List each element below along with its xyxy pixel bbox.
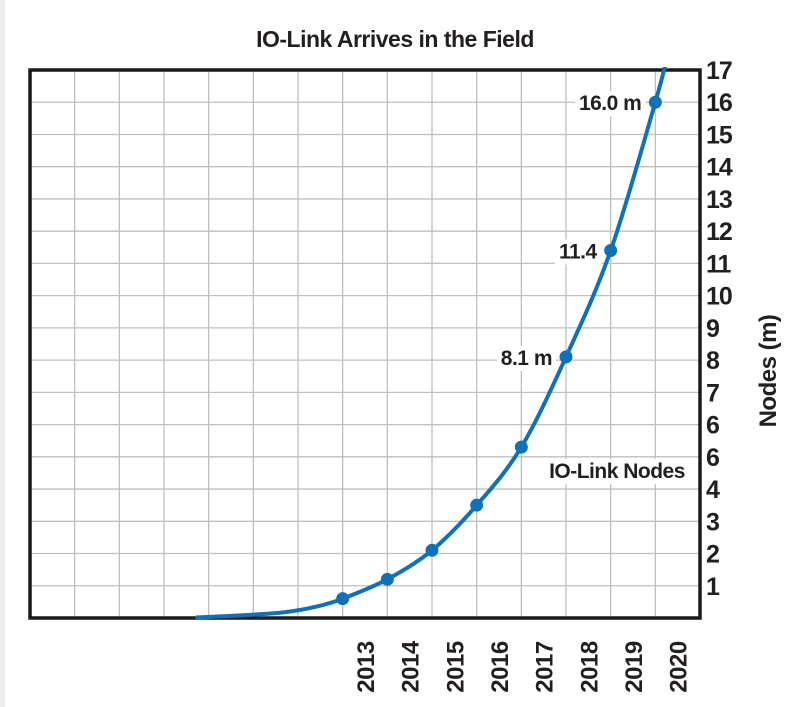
x-axis-tick-label: 2014	[398, 640, 425, 693]
y-axis-tick-label: 1	[706, 573, 720, 601]
point-label: 8.1 m	[501, 347, 552, 370]
y-axis-tick-label: 15	[706, 121, 733, 149]
plot-frame	[28, 68, 702, 620]
y-axis-tick-label: 10	[706, 283, 732, 311]
y-axis-tick-label: 12	[706, 218, 732, 246]
data-point-0	[336, 592, 350, 606]
data-point-6	[604, 244, 618, 258]
trend-curve	[195, 67, 667, 620]
data-point-7	[648, 95, 662, 109]
data-point-4	[514, 440, 528, 454]
x-axis-tick-label: 2015	[442, 641, 469, 693]
chart-title: IO-Link Arrives in the Field	[256, 26, 534, 52]
y-axis-tick-label: 3	[706, 508, 719, 536]
data-point-2	[425, 543, 439, 557]
y-axis-title: Nodes (m)	[755, 315, 782, 428]
left-edge-strip	[0, 0, 5, 707]
x-axis-tick-label: 2020	[666, 641, 693, 693]
y-axis-tick-label: 2	[706, 541, 719, 569]
y-axis-tick-label: 11	[706, 250, 732, 278]
y-axis-tick-label: 14	[706, 154, 733, 182]
y-axis-tick-label: 8	[706, 347, 720, 375]
data-point-3	[470, 498, 484, 512]
y-axis-tick-label: 7	[706, 379, 719, 407]
x-axis-tick-label: 2016	[487, 641, 514, 693]
x-axis-tick-label: 2018	[576, 641, 603, 693]
y-axis-tick-label: 9	[706, 315, 719, 343]
y-axis-tick-label: 6	[706, 444, 719, 472]
data-point-5	[559, 350, 573, 364]
point-label: 11.4	[559, 241, 598, 264]
data-point-1	[380, 572, 394, 586]
point-label-backing	[496, 345, 556, 371]
x-axis-tick-label: 2019	[621, 641, 648, 693]
y-axis-tick-label: 13	[706, 186, 732, 214]
point-label-backing	[574, 91, 646, 117]
y-axis-tick-label: 16	[706, 89, 732, 117]
x-axis-tick-label: 2013	[353, 641, 380, 693]
point-label-backing	[554, 239, 602, 265]
y-axis-tick-label: 17	[706, 57, 732, 85]
y-axis-tick-label: 6	[706, 412, 719, 440]
series-label-backing	[545, 459, 689, 484]
series-label: IO-Link Nodes	[549, 460, 685, 483]
y-axis-tick-label: 4	[706, 476, 720, 504]
point-label: 16.0 m	[579, 92, 641, 115]
x-axis-tick-label: 2017	[532, 641, 559, 693]
